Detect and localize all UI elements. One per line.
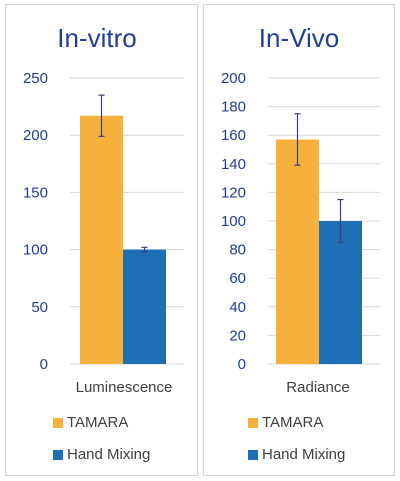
bar-tamara [276,139,319,364]
legend-label-tamara: TAMARA [67,414,128,431]
y-tick-label: 100 [221,213,246,230]
legend-swatch-tamara [248,418,258,428]
y-tick-label: 160 [221,127,246,144]
y-tick-label: 40 [229,299,246,316]
bar-hand-mixing [319,221,362,364]
chart-title: In-Vivo [259,23,339,53]
legend: TAMARA Hand Mixing [248,414,345,463]
chart-panel-in-vitro: In-vitro 0 50 100 150 200 250 Luminescence TA… [5,4,198,476]
y-tick-label: 150 [23,184,48,201]
legend-label-tamara: TAMARA [262,414,323,431]
chart-panel-in-vivo: In-Vivo 0 20 40 60 80 100 120 140 160 180 200 Radi… [203,4,395,476]
legend-swatch-hand-mixing [248,450,258,460]
legend-label-hand-mixing: Hand Mixing [262,446,345,463]
y-tick-label: 100 [23,242,48,259]
y-tick-label: 0 [238,356,246,373]
y-tick-label: 200 [221,70,246,87]
y-tick-label: 180 [221,99,246,116]
bar-hand-mixing [123,249,166,364]
legend: TAMARA Hand Mixing [53,414,150,463]
legend-label-hand-mixing: Hand Mixing [67,446,150,463]
y-tick-label: 250 [23,70,48,87]
plot-area: 0 50 100 150 200 250 [23,70,184,373]
y-tick-label: 20 [229,327,246,344]
chart-in-vitro: In-vitro 0 50 100 150 200 250 Luminescence TA… [23,23,184,463]
y-tick-label: 120 [221,184,246,201]
y-tick-label: 200 [23,127,48,144]
legend-swatch-tamara [53,418,63,428]
chart-title: In-vitro [57,23,136,53]
y-tick-label: 80 [229,242,246,259]
y-tick-label: 50 [31,299,48,316]
x-axis-label: Luminescence [76,379,173,396]
plot-area: 0 20 40 60 80 100 120 140 160 180 200 [221,70,380,373]
x-axis-label: Radiance [286,379,349,396]
y-tick-label: 60 [229,270,246,287]
chart-in-vivo: In-Vivo 0 20 40 60 80 100 120 140 160 180 200 Radi… [221,23,380,463]
bar-tamara [80,115,123,364]
y-tick-label: 140 [221,156,246,173]
y-tick-label: 0 [40,356,48,373]
legend-swatch-hand-mixing [53,450,63,460]
